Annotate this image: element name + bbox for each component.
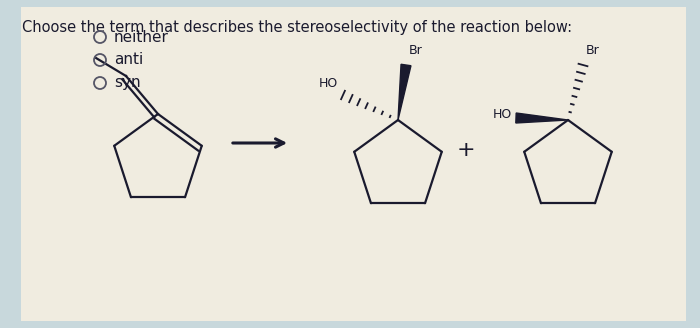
Polygon shape bbox=[398, 64, 411, 120]
Text: HO: HO bbox=[493, 109, 512, 121]
Text: Br: Br bbox=[586, 44, 600, 57]
Text: anti: anti bbox=[114, 52, 144, 68]
Polygon shape bbox=[516, 113, 568, 123]
Text: +: + bbox=[456, 140, 475, 160]
Text: neither: neither bbox=[114, 30, 169, 45]
Text: syn: syn bbox=[114, 75, 141, 91]
Text: Choose the term that describes the stereoselectivity of the reaction below:: Choose the term that describes the stere… bbox=[22, 20, 572, 35]
Text: Br: Br bbox=[409, 44, 423, 57]
Text: HO: HO bbox=[318, 77, 338, 90]
